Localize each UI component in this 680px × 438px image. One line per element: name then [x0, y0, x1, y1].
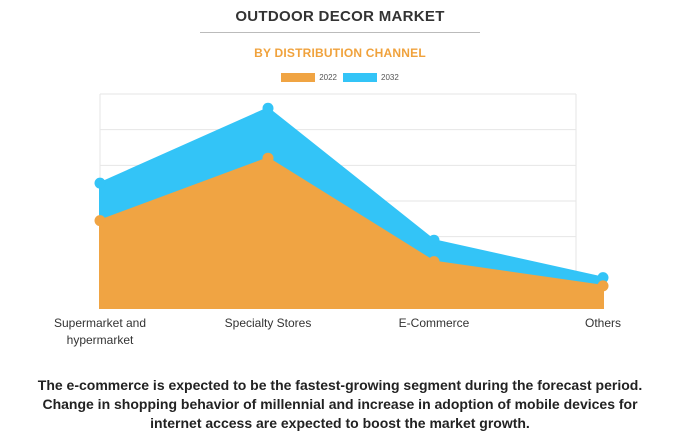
chart-caption: The e-commerce is expected to be the fas… — [0, 376, 680, 433]
chart-subtitle: BY DISTRIBUTION CHANNEL — [254, 46, 426, 60]
data-point-2032 — [94, 177, 106, 189]
caption-line-2: Change in shopping behavior of millennia… — [42, 396, 638, 412]
legend-swatch-2032 — [343, 73, 377, 82]
chart-title: OUTDOOR DECOR MARKET — [235, 8, 445, 25]
data-point-2022 — [94, 215, 106, 227]
legend-item-2022[interactable]: 2022 — [281, 73, 337, 82]
data-point-2032 — [597, 272, 609, 284]
data-point-2022 — [262, 152, 274, 164]
caption-line-3: internet access are expected to boost th… — [150, 415, 530, 431]
legend-label-2032: 2032 — [381, 73, 399, 82]
chart-legend: 2022 2032 — [0, 73, 680, 82]
title-divider — [200, 32, 480, 33]
data-point-2022 — [428, 256, 440, 268]
x-tick-label: Specialty Stores — [225, 316, 312, 330]
area-chart: Supermarket and hypermarket Specialty Stor… — [54, 93, 621, 347]
x-tick-label: Supermarket and hypermarket — [54, 316, 146, 347]
legend-label-2022: 2022 — [319, 73, 337, 82]
legend-item-2032[interactable]: 2032 — [343, 73, 399, 82]
x-tick-label: Others — [585, 316, 621, 330]
data-point-2032 — [262, 102, 274, 114]
caption-line-1: The e-commerce is expected to be the fas… — [37, 377, 643, 393]
x-tick-label: E-Commerce — [399, 316, 470, 330]
data-point-2032 — [428, 234, 440, 246]
data-point-2022 — [597, 280, 609, 292]
legend-swatch-2022 — [281, 73, 316, 82]
